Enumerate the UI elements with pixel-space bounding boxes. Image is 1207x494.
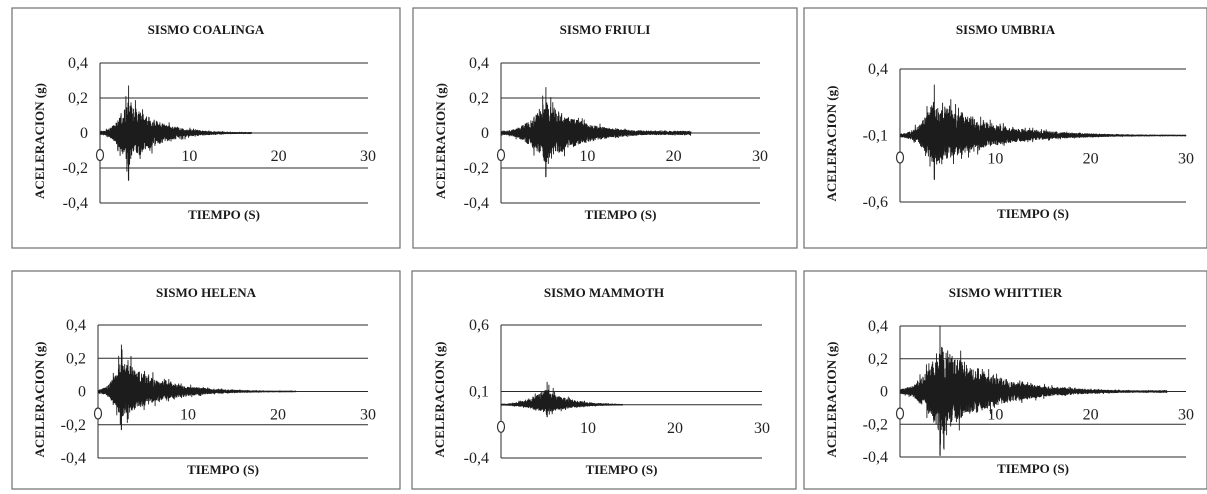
acceleration-series — [500, 87, 692, 178]
acceleration-series — [99, 85, 253, 181]
x-tick-label: 10 — [181, 148, 197, 165]
y-tick-label: 0,4 — [469, 55, 489, 72]
y-axis-label: ACELERACION (g) — [824, 342, 839, 458]
x-tick-label: 30 — [754, 420, 770, 437]
x-tick-label: 10 — [580, 420, 596, 437]
x-tick-label: 10 — [579, 148, 595, 165]
y-tick-label: 0 — [80, 125, 88, 142]
origin-marker — [895, 407, 905, 420]
y-tick-label: 0,4 — [66, 317, 86, 334]
chart-panel-1: SISMO COALINGA 0,4 0,2 0 -0,2 -0,4 10 20 30 TIEMP… — [11, 7, 401, 249]
y-tick-label: 0,4 — [868, 61, 888, 78]
chart-title: SISMO UMBRIA — [956, 22, 1056, 37]
y-axis-label: ACELERACION (g) — [824, 86, 839, 202]
y-tick-label: -0,4 — [464, 450, 489, 467]
acceleration-series — [899, 84, 1187, 180]
x-axis-label: TIEMPO (S) — [585, 207, 657, 222]
y-tick-label: -0,4 — [61, 450, 86, 467]
x-tick-label: 20 — [1083, 407, 1099, 424]
chart-panel-3: SISMO UMBRIA 0,4 -0,1 -0,6 10 20 30 TIEMPO (S) A… — [803, 7, 1207, 249]
x-tick-label: 30 — [1178, 151, 1194, 168]
y-axis-label: ACELERACION (g) — [32, 83, 47, 199]
x-axis-label: TIEMPO (S) — [997, 206, 1069, 221]
x-tick-label: 20 — [667, 420, 683, 437]
chart-frame — [11, 7, 401, 249]
y-tick-label: -0,1 — [863, 128, 888, 145]
chart-title: SISMO HELENA — [156, 285, 257, 300]
x-tick-label: 20 — [666, 148, 682, 165]
y-axis-label: ACELERACION (g) — [433, 83, 448, 199]
chart-frame — [411, 270, 797, 490]
x-tick-label: 10 — [987, 407, 1003, 424]
y-tick-label: 0 — [78, 384, 86, 401]
y-tick-label: 0,4 — [868, 318, 888, 335]
x-axis-label: TIEMPO (S) — [997, 461, 1069, 476]
x-tick-label: 20 — [270, 407, 286, 424]
chart-panel-4: SISMO HELENA 0,4 0,2 0 -0,2 -0,4 10 20 30 TIEMPO … — [11, 270, 401, 490]
origin-marker — [895, 151, 905, 164]
y-tick-label: 0,2 — [66, 350, 86, 367]
acceleration-series — [500, 381, 624, 418]
chart-title: SISMO COALINGA — [148, 22, 265, 37]
y-tick-label: 0,4 — [68, 55, 88, 72]
y-tick-label: -0,4 — [464, 195, 489, 212]
x-axis-label: TIEMPO (S) — [188, 207, 260, 222]
acceleration-series — [899, 325, 1168, 456]
x-tick-label: 20 — [1083, 151, 1099, 168]
y-axis-label: ACELERACION (g) — [32, 342, 47, 458]
chart-frame — [11, 270, 401, 490]
x-tick-label: 30 — [752, 148, 768, 165]
origin-marker — [496, 148, 506, 162]
x-tick-label: 20 — [271, 148, 287, 165]
x-tick-label: 10 — [987, 151, 1003, 168]
x-tick-label: 30 — [360, 148, 376, 165]
x-tick-label: 30 — [360, 407, 376, 424]
origin-marker — [496, 420, 506, 433]
y-tick-label: -0,4 — [863, 449, 888, 466]
y-tick-label: -0,6 — [863, 194, 888, 211]
y-tick-label: -0,4 — [63, 195, 88, 212]
y-tick-label: 0,2 — [868, 351, 888, 368]
chart-panel-5: SISMO MAMMOTH 0,6 0,1 -0,4 10 20 30 TIEMPO (S) A… — [411, 270, 797, 490]
y-tick-label: 0,1 — [469, 384, 489, 401]
x-axis-label: TIEMPO (S) — [586, 462, 658, 477]
y-axis-label: ACELERACION (g) — [432, 342, 447, 458]
origin-marker — [93, 407, 103, 420]
y-tick-label: 0 — [880, 384, 888, 401]
chart-panel-2: SISMO FRIULI 0,4 0,2 0 -0,2 -0,4 10 20 30 TIEMPO … — [412, 7, 798, 249]
y-tick-label: 0,6 — [469, 317, 489, 334]
chart-title: SISMO MAMMOTH — [544, 285, 664, 300]
acceleration-series — [97, 344, 297, 431]
y-tick-label: -0,2 — [464, 160, 489, 177]
x-axis-label: TIEMPO (S) — [187, 462, 259, 477]
x-tick-label: 10 — [180, 407, 196, 424]
x-tick-label: 30 — [1178, 407, 1194, 424]
chart-panel-6: SISMO WHITTIER 0,4 0,2 0 -0,2 -0,4 10 20 30 TIEMP… — [803, 270, 1207, 490]
y-tick-label: -0,2 — [61, 417, 86, 434]
y-tick-label: 0,2 — [68, 90, 88, 107]
chart-title: SISMO WHITTIER — [949, 285, 1063, 300]
y-tick-label: -0,2 — [863, 416, 888, 433]
y-tick-label: 0,2 — [469, 90, 489, 107]
chart-title: SISMO FRIULI — [560, 22, 651, 37]
origin-marker — [95, 148, 105, 162]
y-tick-label: -0,2 — [63, 160, 88, 177]
y-tick-label: 0 — [481, 125, 489, 142]
